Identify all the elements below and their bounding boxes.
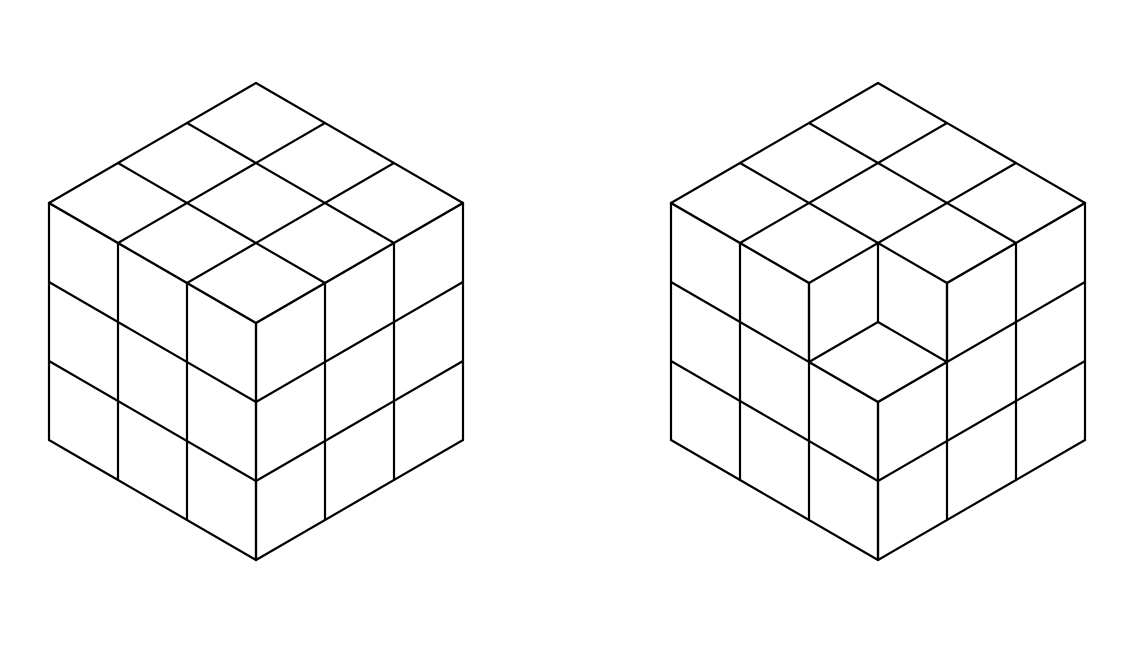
notch-line (807, 360, 880, 404)
top-face-line (185, 161, 396, 285)
top-face-line (116, 121, 327, 245)
top-face-line (254, 81, 465, 205)
notch-line (807, 320, 880, 364)
right-face-line (669, 201, 811, 285)
right-face-line (669, 438, 880, 562)
left-face-line (876, 359, 1087, 483)
top-face-line (738, 121, 949, 245)
left-face-line (254, 201, 465, 325)
top-face-line (807, 161, 1018, 285)
left-face-line (945, 201, 1087, 285)
top-face-line (669, 81, 880, 205)
right-face-line (47, 201, 258, 325)
top-face-line (185, 121, 396, 245)
right-face-line (47, 280, 258, 404)
complete-cube-3x3x3 (47, 81, 465, 562)
right-face-line (669, 359, 880, 483)
right-face-line (47, 438, 258, 562)
top-face-line (116, 161, 327, 285)
corner-removed-cube-3x3x3 (669, 81, 1087, 562)
right-face-line (47, 359, 258, 483)
left-face-line (254, 438, 465, 562)
top-face-line (47, 81, 258, 205)
left-face-line (254, 280, 465, 404)
top-face-line (807, 121, 1018, 245)
left-face-line (876, 438, 1087, 562)
left-face-line (254, 359, 465, 483)
notch-line (876, 360, 949, 404)
top-face-line (738, 161, 949, 285)
notch-line (876, 320, 949, 364)
top-face-line (876, 81, 1087, 205)
